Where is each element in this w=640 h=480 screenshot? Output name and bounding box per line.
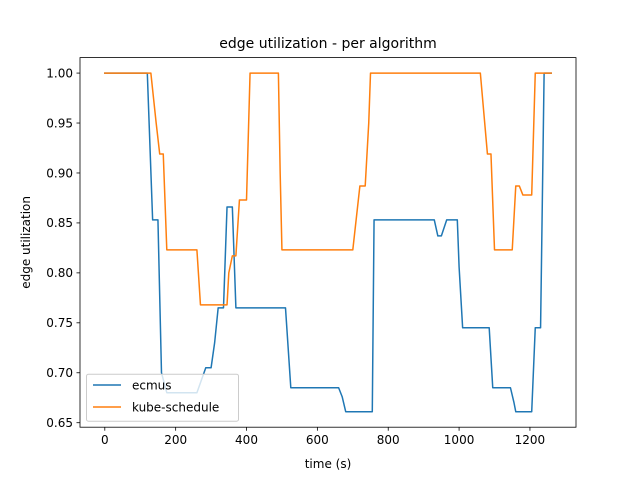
- legend-label-kube-schedule: kube-schedule: [132, 401, 219, 415]
- y-axis-ticks: 0.65 0.70 0.75 0.80 0.85 0.90 0.95 1.00: [46, 66, 80, 430]
- y-tick-label: 0.70: [46, 366, 73, 380]
- y-tick-label: 0.90: [46, 166, 73, 180]
- y-tick-label: 0.80: [46, 266, 73, 280]
- y-tick-label: 1.00: [46, 66, 73, 80]
- series-line-ecmus: [104, 72, 552, 413]
- x-tick-label: 0: [101, 433, 109, 447]
- x-tick-label: 600: [306, 433, 329, 447]
- x-tick-label: 400: [235, 433, 258, 447]
- y-axis-label: edge utilization: [19, 196, 33, 289]
- series-lines: [104, 72, 552, 413]
- chart-title: edge utilization - per algorithm: [219, 36, 436, 52]
- x-axis-ticks: 0 200 400 600 800 1000 1200: [101, 427, 545, 447]
- legend-box: [86, 373, 239, 422]
- x-tick-label: 1000: [444, 433, 475, 447]
- y-tick-label: 0.85: [46, 216, 73, 230]
- x-tick-label: 800: [377, 433, 400, 447]
- legend-label-ecmus: ecmus: [132, 379, 172, 393]
- x-axis-label: time (s): [305, 457, 352, 471]
- series-line-kube-schedule: [104, 72, 552, 306]
- x-tick-label: 1200: [515, 433, 546, 447]
- y-tick-label: 0.65: [46, 416, 73, 430]
- plot-area: [80, 57, 576, 428]
- legend: ecmus kube-schedule: [86, 373, 239, 422]
- plot-frame: [79, 57, 577, 428]
- y-tick-label: 0.95: [46, 116, 73, 130]
- y-tick-label: 0.75: [46, 316, 73, 330]
- x-tick-label: 200: [164, 433, 187, 447]
